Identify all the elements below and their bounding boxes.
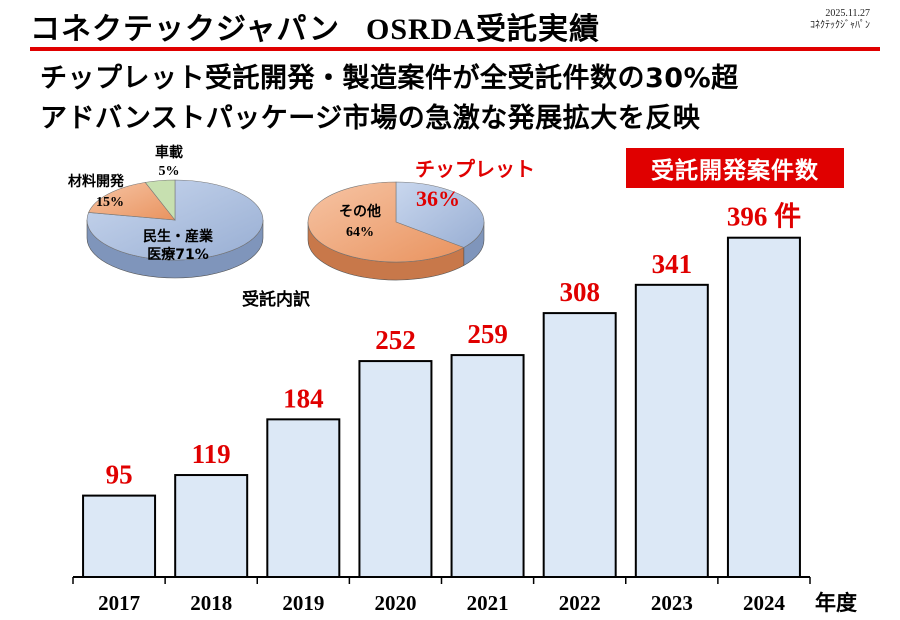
x-tick-label-2017: 2017 bbox=[98, 591, 140, 615]
pie2-label-chiplet-line1: チップレット bbox=[415, 157, 535, 181]
headline-line-1: チップレット受託開発・製造案件が全受託件数の30%超 bbox=[40, 63, 739, 94]
bar-value-label-2023: 341 bbox=[652, 249, 693, 279]
title-company: コネクテックジャパン bbox=[30, 12, 340, 47]
headline-line-2: アドバンストパッケージ市場の急激な発展拡大を反映 bbox=[40, 103, 701, 134]
company-small-text: ｺﾈｸﾃｯｸｼﾞｬﾊﾟﾝ bbox=[810, 20, 870, 31]
x-tick-label-2020: 2020 bbox=[374, 591, 416, 615]
pie2-slice-chiplet bbox=[395, 181, 485, 248]
date-stamp: 2025.11.27 ｺﾈｸﾃｯｸｼﾞｬﾊﾟﾝ bbox=[810, 8, 870, 32]
bar-value-label-2021: 259 bbox=[467, 319, 508, 349]
bar-chart: 95 2017 119 2018 184 2019 252 2020 259 2021 308 202… bbox=[72, 202, 857, 615]
x-tick-label-2021: 2021 bbox=[467, 591, 509, 615]
bar-value-label-2017: 95 bbox=[106, 460, 133, 490]
pie1-label-materials-line2: 15% bbox=[96, 195, 124, 210]
date-text: 2025.11.27 bbox=[825, 8, 870, 19]
pie1-slice-materials bbox=[88, 182, 176, 221]
pie2-label-other-line1: その他 bbox=[339, 203, 381, 220]
pie-chart-chiplet: チップレット 36% その他 64% bbox=[307, 157, 535, 281]
bar-value-label-2022: 308 bbox=[559, 277, 600, 307]
x-tick-label-2018: 2018 bbox=[190, 591, 232, 615]
x-tick-label-2019: 2019 bbox=[282, 591, 324, 615]
bar-value-label-2024: 396 件 bbox=[727, 202, 801, 232]
pie2-slice-other bbox=[307, 181, 465, 263]
pie1-slice-automotive bbox=[144, 179, 176, 221]
title-underline bbox=[30, 47, 880, 51]
bar-2018 bbox=[174, 474, 249, 578]
bar-value-label-2020: 252 bbox=[375, 325, 416, 355]
pie1-label-consumer-line1: 民生・産業 bbox=[143, 228, 214, 245]
bar-value-label-2018: 119 bbox=[192, 439, 231, 469]
bar-2023 bbox=[634, 283, 709, 578]
pie2-label-chiplet-line2: 36% bbox=[416, 186, 460, 211]
x-tick-label-2022: 2022 bbox=[559, 591, 601, 615]
pie2-label-other-line2: 64% bbox=[346, 225, 374, 240]
pie1-title: 受託内訳 bbox=[242, 289, 311, 310]
chart-title-badge: 受託開発案件数 bbox=[626, 148, 844, 188]
bar-2021 bbox=[450, 354, 525, 578]
title-main: OSRDA受託実績 bbox=[366, 13, 601, 46]
bar-2017 bbox=[82, 494, 157, 578]
bar-2022 bbox=[542, 312, 617, 578]
pie1-label-consumer-line2: 医療71% bbox=[147, 246, 209, 263]
page-title: コネクテックジャパン OSRDA受託実績 bbox=[30, 4, 600, 48]
x-tick-label-2023: 2023 bbox=[651, 591, 693, 615]
bar-2020 bbox=[358, 360, 433, 578]
pie1-label-automotive-line2: 5% bbox=[159, 164, 180, 179]
x-axis-label: 年度 bbox=[815, 591, 857, 615]
bar-value-label-2019: 184 bbox=[283, 383, 324, 413]
bar-2019 bbox=[266, 418, 341, 578]
x-tick-label-2024: 2024 bbox=[743, 591, 786, 615]
pie1-label-automotive-line1: 車載 bbox=[155, 144, 183, 161]
pie1-label-materials-line1: 材料開発 bbox=[68, 173, 125, 190]
bar-2024 bbox=[726, 236, 801, 578]
